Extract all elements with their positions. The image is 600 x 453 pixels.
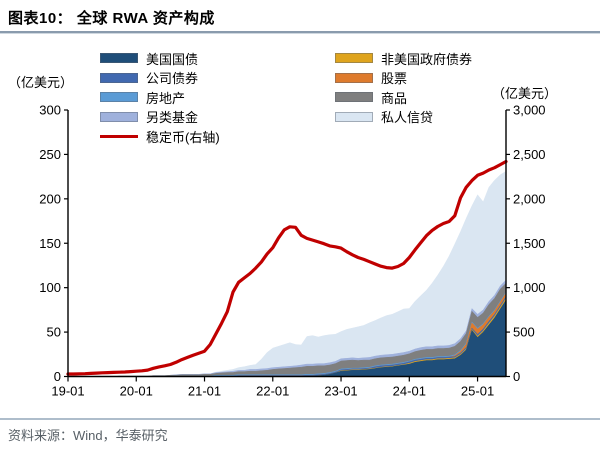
legend-item-non-us-gov-bond: 非美国政府债券 [335, 50, 473, 67]
legend-label-commodity: 商品 [381, 90, 408, 106]
right-tick-label: 1,500 [513, 236, 546, 251]
x-tick-label: 25-01 [461, 384, 494, 399]
legend-label-us-treasury: 美国国债 [146, 51, 199, 67]
x-tick-label: 24-01 [393, 384, 426, 399]
right-tick-label: 2,500 [513, 147, 546, 162]
figure-title: 图表10： 全球 RWA 资产构成 [8, 10, 215, 27]
legend-label-real-estate: 房地产 [146, 90, 186, 106]
x-tick-label: 21-01 [188, 384, 221, 399]
line-stablecoin [66, 159, 508, 376]
legend-item-us-treasury: 美国国债 [100, 50, 199, 67]
left-tick-label: 0 [54, 369, 61, 384]
right-tick-label: 0 [513, 369, 520, 384]
legend-item-alternative-fund: 另类基金 [100, 109, 198, 125]
left-tick-label: 150 [39, 236, 61, 251]
left-tick-label: 50 [47, 325, 61, 340]
legend-swatch-us-treasury [100, 53, 138, 63]
x-tick-label: 20-01 [120, 384, 153, 399]
legend-item-commodity: 商品 [335, 89, 408, 106]
legend-label-stablecoin: 稳定币(右轴) [146, 129, 220, 145]
legend-swatch-stablecoin [100, 134, 138, 139]
legend-item-private-credit: 私人信贷 [335, 109, 433, 125]
right-tick-label: 2,000 [513, 191, 546, 206]
legend-item-stock: 股票 [335, 70, 407, 86]
legend-swatch-private-credit [335, 111, 373, 122]
left-axis-unit: （亿美元） [8, 75, 74, 90]
legend-item-stablecoin: 稳定币(右轴) [100, 128, 220, 145]
left-tick-label: 300 [39, 103, 61, 118]
legend-swatch-corporate-bond [100, 72, 138, 83]
legend-swatch-commodity [335, 92, 373, 103]
legend-swatch-non-us-gov-bond [335, 53, 373, 63]
legend-swatch-stock [335, 72, 373, 83]
left-tick-label: 250 [39, 147, 61, 162]
right-tick-label: 1,000 [513, 280, 546, 295]
legend-swatch-real-estate [100, 92, 138, 103]
legend-swatch-alternative-fund [100, 111, 138, 122]
legend-label-private-credit: 私人信贷 [381, 110, 434, 126]
left-tick-label: 200 [39, 191, 61, 206]
x-tick-label: 19-01 [51, 384, 84, 399]
legend-item-corporate-bond: 公司债券 [100, 70, 198, 86]
source-note: 资料来源：Wind，华泰研究 [8, 428, 168, 443]
footer-divider [0, 418, 600, 420]
left-tick-label: 100 [39, 280, 61, 295]
legend-label-alternative-fund: 另类基金 [146, 110, 199, 126]
title-divider [0, 31, 600, 34]
legend-label-non-us-gov-bond: 非美国政府债券 [381, 51, 473, 67]
x-tick-label: 23-01 [324, 384, 357, 399]
right-tick-label: 3,000 [513, 103, 546, 118]
right-tick-label: 500 [513, 325, 535, 340]
right-axis-unit: （亿美元） [492, 86, 558, 101]
x-tick-label: 22-01 [256, 384, 289, 399]
legend-label-stock: 股票 [381, 71, 408, 87]
legend-label-corporate-bond: 公司债券 [146, 71, 199, 87]
legend-item-real-estate: 房地产 [100, 89, 186, 106]
